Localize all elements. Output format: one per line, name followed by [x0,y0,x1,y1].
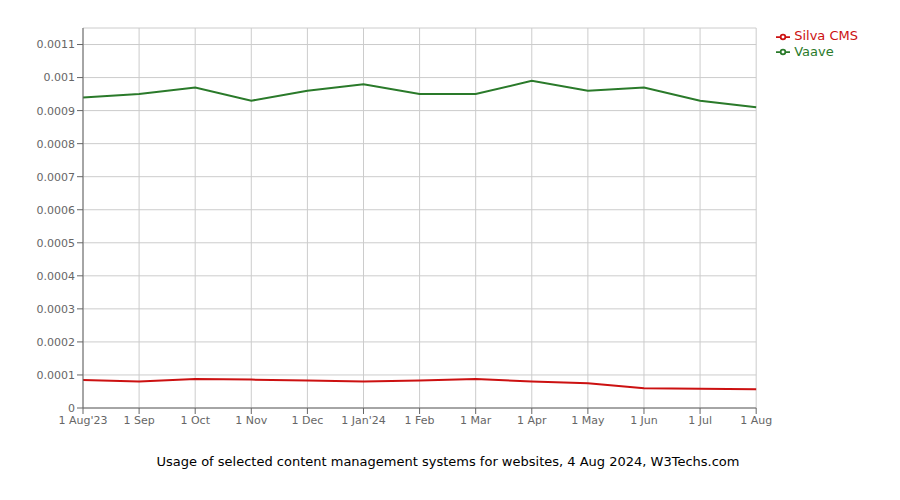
svg-text:1 Jan'24: 1 Jan'24 [341,414,385,427]
svg-text:1 Aug'23: 1 Aug'23 [59,414,108,427]
svg-text:1 Dec: 1 Dec [292,414,324,427]
html-text:Silva CMS: Silva CMS [794,28,858,43]
html-text:Vaave: Vaave [794,43,834,59]
svg-text:0.0007: 0.0007 [37,171,76,184]
svg-text:0.001: 0.001 [44,71,76,84]
svg-text:1 Sep: 1 Sep [123,414,154,427]
svg-text:0.0005: 0.0005 [37,237,76,250]
svg-text:1 Feb: 1 Feb [405,414,435,427]
svg-text:0.0009: 0.0009 [37,105,76,118]
svg-text:1 Jun: 1 Jun [630,414,658,427]
html-text:Usage of selected content mana: Usage of selected content management sys… [156,454,740,469]
svg-text:0.0008: 0.0008 [37,138,76,151]
svg-text:1 Aug: 1 Aug [740,414,772,427]
svg-text:0.0011: 0.0011 [37,38,76,51]
svg-text:0.0004: 0.0004 [37,270,76,283]
svg-text:0.0003: 0.0003 [37,303,76,316]
svg-text:1 Nov: 1 Nov [235,414,267,427]
svg-text:0.0002: 0.0002 [37,336,76,349]
svg-text:1 Oct: 1 Oct [180,414,210,427]
svg-text:1 May: 1 May [571,414,605,427]
svg-text:0.0006: 0.0006 [37,204,76,217]
svg-text:1 Mar: 1 Mar [460,414,492,427]
svg-text:1 Jul: 1 Jul [688,414,712,427]
svg-text:1 Apr: 1 Apr [517,414,547,427]
svg-text:0.0001: 0.0001 [37,369,76,382]
svg-text:0: 0 [68,402,75,415]
